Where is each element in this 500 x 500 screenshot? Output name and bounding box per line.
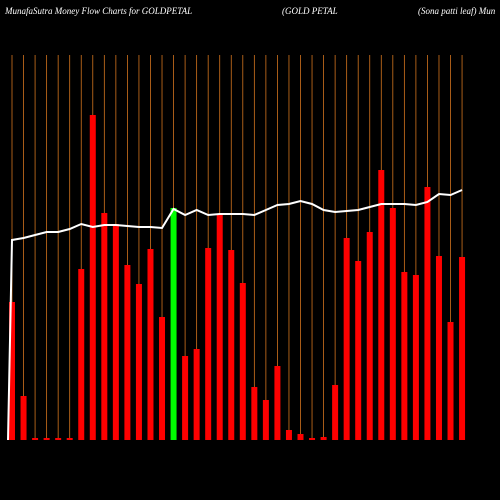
bar xyxy=(32,438,39,440)
bar xyxy=(228,250,235,440)
bar xyxy=(274,366,281,440)
bar xyxy=(251,387,258,440)
bar xyxy=(297,434,304,440)
bar xyxy=(9,302,15,440)
bar xyxy=(262,400,269,440)
bar xyxy=(355,261,362,440)
bar xyxy=(343,238,350,440)
money-flow-line xyxy=(7,189,463,441)
bar xyxy=(193,349,200,440)
bar xyxy=(182,356,189,440)
bar xyxy=(412,275,419,440)
bar xyxy=(89,115,96,440)
bar xyxy=(147,249,154,440)
bar xyxy=(459,257,466,440)
bar xyxy=(170,208,177,440)
bar xyxy=(447,322,454,440)
bar xyxy=(159,317,166,440)
bar xyxy=(239,283,246,440)
bar xyxy=(205,248,212,440)
bar xyxy=(285,430,292,440)
bar xyxy=(320,437,327,440)
bar xyxy=(78,269,85,440)
chart-title: MunafaSutra Money Flow Charts for GOLDPE… xyxy=(4,6,192,16)
bar xyxy=(43,438,50,440)
bar xyxy=(55,438,62,440)
bar xyxy=(378,170,385,440)
bar xyxy=(401,272,408,440)
bar xyxy=(66,438,73,440)
bar xyxy=(135,284,142,440)
bar xyxy=(112,224,119,440)
bar xyxy=(309,438,316,440)
bar xyxy=(216,214,223,440)
bar xyxy=(124,265,131,440)
bar xyxy=(101,213,108,440)
bar xyxy=(389,208,396,440)
chart-subtitle: (GOLD PETAL xyxy=(282,6,338,16)
bar xyxy=(435,256,442,440)
bar xyxy=(366,232,373,440)
bar xyxy=(424,187,431,440)
bar xyxy=(332,385,339,440)
bar xyxy=(20,396,27,440)
chart-subtitle: (Sona patti leaf) Mun xyxy=(418,6,496,16)
